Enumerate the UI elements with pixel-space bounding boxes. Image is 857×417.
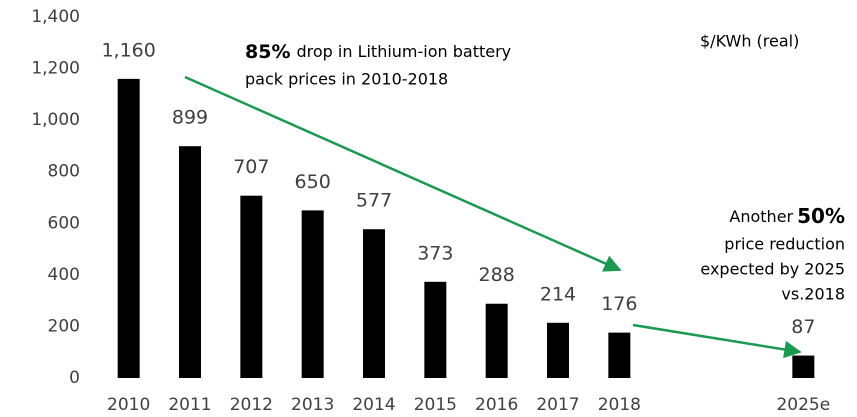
y-tick-label: 1,200 [31, 59, 80, 79]
x-tick-label: 2011 [168, 395, 211, 415]
y-tick-label: 600 [48, 213, 80, 233]
bar [363, 229, 385, 378]
annotation: price reduction [724, 235, 845, 254]
value-label: 176 [601, 293, 637, 315]
value-label: 1,160 [101, 39, 155, 61]
bar [301, 210, 324, 378]
bar [424, 281, 447, 378]
x-tick-label: 2018 [598, 395, 641, 415]
x-tick-label: 2017 [536, 395, 579, 415]
annotation: 85% drop in Lithium-ion battery [245, 41, 511, 63]
value-label: 707 [233, 156, 269, 178]
bar [547, 322, 569, 378]
annotation: pack prices in 2010-2018 [245, 70, 448, 89]
y-tick-label: 1,000 [31, 110, 80, 130]
annotation: expected by 2025 [700, 260, 845, 279]
x-tick-label: 2010 [107, 395, 150, 415]
y-tick-label: 800 [48, 162, 80, 182]
trend-arrow [184, 75, 622, 272]
value-label: 214 [540, 283, 576, 305]
x-tick-label: 2016 [475, 395, 518, 415]
annotation: vs.2018 [781, 285, 845, 304]
x-tick-label: 2015 [414, 395, 457, 415]
y-tick-label: 1,400 [31, 7, 80, 27]
y-tick-label: 0 [69, 368, 80, 388]
x-tick-label: 2013 [291, 395, 334, 415]
value-label: 577 [356, 190, 392, 212]
value-label: 899 [172, 107, 208, 129]
bar [179, 146, 201, 378]
bar [240, 195, 263, 378]
x-tick-label: 2025e [776, 395, 830, 415]
value-label: 650 [295, 171, 331, 193]
unit-label: $/KWh (real) [700, 32, 799, 51]
y-tick-label: 400 [48, 265, 80, 285]
bar [608, 332, 631, 378]
trend-arrow [632, 323, 802, 359]
annotation: Another 50% [729, 204, 845, 228]
bar [485, 303, 508, 378]
bar [117, 78, 140, 378]
value-label: 288 [479, 264, 515, 286]
x-tick-label: 2014 [352, 395, 395, 415]
value-label: 87 [791, 316, 815, 338]
y-tick-label: 200 [48, 316, 80, 336]
x-tick-label: 2012 [230, 395, 273, 415]
bar [792, 355, 815, 378]
value-label: 373 [417, 242, 453, 264]
